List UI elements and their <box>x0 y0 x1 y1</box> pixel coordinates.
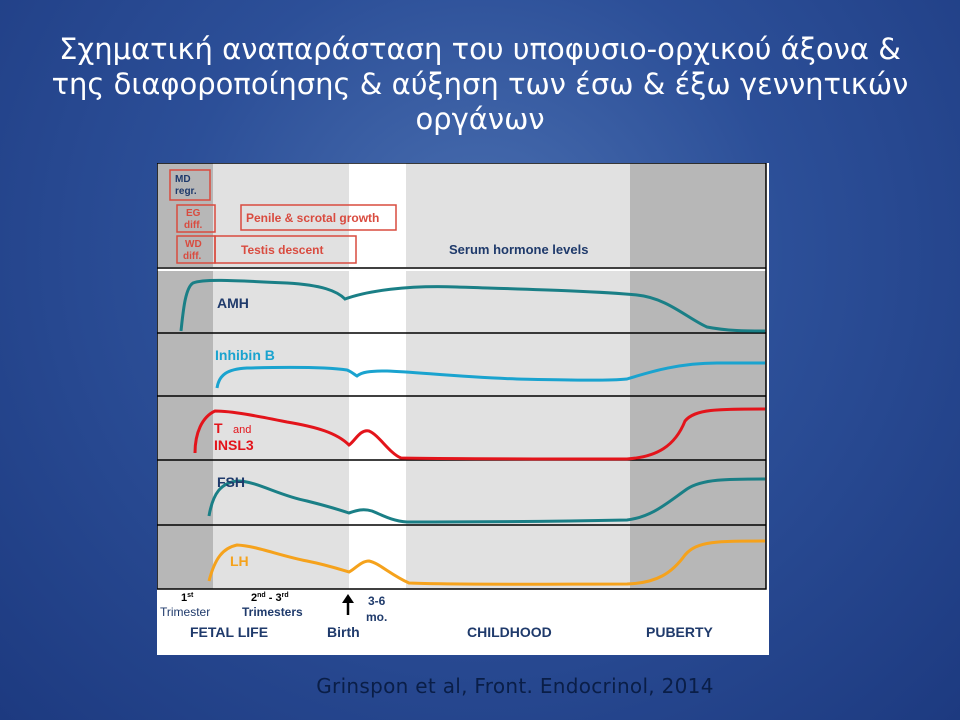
fsh-curve <box>207 477 766 524</box>
eg-sub: diff. <box>184 220 203 231</box>
penile-label: Penile & scrotal growth <box>246 211 379 225</box>
title-line-3: οργάνων <box>415 102 545 136</box>
fsh-label: FSH <box>217 474 245 490</box>
and-label: and <box>233 424 251 436</box>
penile-box <box>240 204 397 231</box>
band-upper-puberty <box>630 163 766 267</box>
eg-box <box>176 204 216 233</box>
amh-label: AMH <box>217 295 249 311</box>
band-upper-fetal <box>213 163 349 267</box>
inhibin-curve <box>215 361 765 389</box>
hormone-timeline-figure: MD regr. EG diff. WD diff. Penile & scro… <box>157 163 769 655</box>
lh-label: LH <box>230 553 249 569</box>
testis-box <box>214 235 357 264</box>
fetal-life-label: FETAL LIFE <box>190 624 268 640</box>
title-line-1: Σχηματική αναπαράσταση του υποφυσιο-ορχι… <box>59 32 901 66</box>
amh-curve <box>179 278 766 333</box>
testis-label: Testis descent <box>241 243 323 257</box>
figure-svg: MD regr. EG diff. WD diff. Penile & scro… <box>157 163 767 640</box>
t-insl3-curve <box>193 407 766 461</box>
trimester-23-word: Trimesters <box>242 605 303 619</box>
inhibin-label: Inhibin B <box>215 347 275 363</box>
months-word: mo. <box>366 610 387 624</box>
lh-curve <box>207 539 766 586</box>
slide-title: Σχηματική αναπαράσταση του υποφυσιο-ορχι… <box>0 32 960 137</box>
band-lower-puberty <box>630 271 766 589</box>
serum-label: Serum hormone levels <box>449 242 588 257</box>
birth-label: Birth <box>327 624 360 640</box>
band-lower-left <box>157 271 213 589</box>
t-label: T <box>214 420 223 436</box>
insl3-label: INSL3 <box>214 437 254 453</box>
md-box <box>169 169 211 201</box>
childhood-label: CHILDHOOD <box>467 624 552 640</box>
puberty-label: PUBERTY <box>646 624 714 640</box>
citation: Grinspon et al, Front. Endocrinol, 2014 <box>316 674 714 698</box>
months-num: 3-6 <box>368 594 386 608</box>
eg-label: EG <box>186 208 201 219</box>
wd-label: WD <box>185 239 202 250</box>
birth-arrow-icon <box>342 594 354 615</box>
md-sub: regr. <box>175 186 197 197</box>
trimester-1: 1st <box>181 592 194 604</box>
band-upper-left <box>157 163 213 267</box>
figure-frame <box>157 163 767 590</box>
md-label: MD <box>175 174 191 185</box>
wd-sub: diff. <box>183 251 202 262</box>
trimester-1-word: Trimester <box>160 605 210 619</box>
band-upper-child <box>406 163 630 267</box>
title-line-2: της διαφοροποίησης & αύξηση των έσω & έξ… <box>51 67 909 101</box>
band-lower-child <box>406 271 630 589</box>
trimester-23: 2nd - 3rd <box>251 592 289 604</box>
